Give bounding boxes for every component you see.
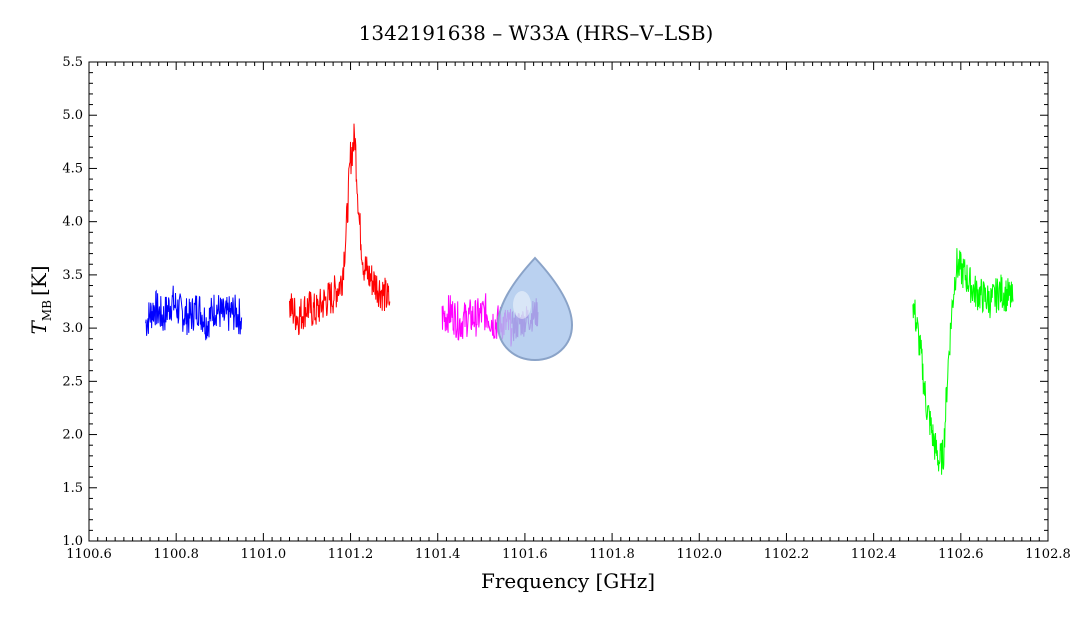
y-tick-label: 4.0 [62,215,83,230]
x-tick-label: 1101.4 [415,547,461,562]
water-drop-logo [496,256,574,362]
y-tick-label: 4.5 [62,161,83,176]
y-axis-subscript: MB [40,300,54,321]
y-tick-label: 1.5 [62,481,83,496]
y-tick-label: 5.5 [62,55,83,70]
x-tick-label: 1102.2 [764,547,810,562]
x-tick-label: 1101.2 [328,547,374,562]
y-tick-label: 3.5 [62,268,83,283]
y-tick-label: 2.5 [62,374,83,389]
y-tick-label: 3.0 [62,321,83,336]
x-tick-label: 1102.8 [1025,547,1071,562]
y-axis-ticks: 1.0 1.5 2.0 2.5 3.0 3.5 4.0 4.5 5.0 5.5 [62,55,1048,549]
x-tick-label: 1102.4 [851,547,897,562]
y-tick-label: 1.0 [62,534,83,549]
series-layer [145,123,1014,475]
y-tick-label: 5.0 [62,108,83,123]
y-tick-label: 2.0 [62,428,83,443]
x-tick-label: 1100.8 [153,547,199,562]
series-line-1 [145,285,243,341]
series-line-2 [289,123,391,336]
x-tick-label: 1100.6 [66,547,112,562]
chart-title: 1342191638 – W33A (HRS–V–LSB) [359,21,714,45]
x-axis-ticks: 1100.6 1100.8 1101.0 1101.2 1101.4 1101.6 1101… [66,62,1071,562]
y-axis-unit: [K] [27,266,51,297]
x-tick-label: 1101.8 [589,547,635,562]
x-tick-label: 1101.0 [241,547,287,562]
y-axis-title: TMB [K] [27,266,54,335]
x-tick-label: 1101.6 [502,547,548,562]
x-tick-label: 1102.6 [938,547,984,562]
x-axis-title: Frequency [GHz] [481,569,655,593]
series-line-5 [912,248,1014,475]
x-tick-label: 1102.0 [677,547,723,562]
y-axis-symbol: T [27,320,51,335]
